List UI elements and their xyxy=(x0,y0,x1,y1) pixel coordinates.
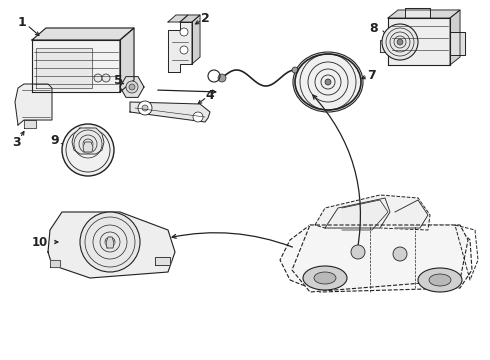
Ellipse shape xyxy=(429,274,451,286)
Polygon shape xyxy=(342,200,388,230)
Polygon shape xyxy=(48,212,175,278)
Polygon shape xyxy=(450,32,465,55)
Polygon shape xyxy=(72,128,104,154)
Circle shape xyxy=(193,112,203,122)
Polygon shape xyxy=(83,142,93,152)
Polygon shape xyxy=(32,28,134,40)
Polygon shape xyxy=(168,15,188,22)
Circle shape xyxy=(102,74,110,82)
Polygon shape xyxy=(155,257,170,265)
Circle shape xyxy=(142,105,148,111)
Polygon shape xyxy=(450,10,460,65)
Polygon shape xyxy=(180,15,200,22)
Circle shape xyxy=(325,79,331,85)
Polygon shape xyxy=(36,48,92,88)
Polygon shape xyxy=(315,195,430,230)
Polygon shape xyxy=(168,22,192,72)
Polygon shape xyxy=(192,15,200,64)
Circle shape xyxy=(180,28,188,36)
Text: 8: 8 xyxy=(369,22,378,35)
Polygon shape xyxy=(388,18,450,65)
Circle shape xyxy=(382,24,418,60)
Circle shape xyxy=(129,84,135,90)
Polygon shape xyxy=(15,84,52,125)
Circle shape xyxy=(126,81,138,93)
Circle shape xyxy=(138,101,152,115)
Text: 7: 7 xyxy=(368,68,376,81)
Polygon shape xyxy=(32,40,120,92)
Circle shape xyxy=(351,245,365,259)
Text: 10: 10 xyxy=(32,235,48,248)
Circle shape xyxy=(94,74,102,82)
Polygon shape xyxy=(395,200,428,228)
Polygon shape xyxy=(24,120,36,128)
Circle shape xyxy=(80,212,140,272)
Text: 1: 1 xyxy=(18,15,26,28)
Polygon shape xyxy=(405,8,430,18)
Polygon shape xyxy=(280,225,472,292)
Circle shape xyxy=(105,237,115,247)
Circle shape xyxy=(397,39,403,45)
Ellipse shape xyxy=(293,52,363,112)
Circle shape xyxy=(393,247,407,261)
Polygon shape xyxy=(106,237,114,248)
Polygon shape xyxy=(50,260,60,267)
Circle shape xyxy=(292,67,298,73)
Circle shape xyxy=(180,46,188,54)
Polygon shape xyxy=(120,77,144,98)
Circle shape xyxy=(62,124,114,176)
Polygon shape xyxy=(388,10,460,18)
Polygon shape xyxy=(380,40,392,52)
Text: 3: 3 xyxy=(12,135,20,149)
Ellipse shape xyxy=(418,268,462,292)
Text: 4: 4 xyxy=(206,89,215,102)
Circle shape xyxy=(218,74,226,82)
Text: 9: 9 xyxy=(50,134,59,147)
Text: 2: 2 xyxy=(200,12,209,24)
Ellipse shape xyxy=(314,272,336,284)
Text: 5: 5 xyxy=(114,73,122,86)
Polygon shape xyxy=(130,102,210,122)
Polygon shape xyxy=(292,225,468,292)
Polygon shape xyxy=(120,28,134,92)
Ellipse shape xyxy=(303,266,347,290)
Text: 6: 6 xyxy=(304,72,312,85)
Polygon shape xyxy=(325,198,390,228)
